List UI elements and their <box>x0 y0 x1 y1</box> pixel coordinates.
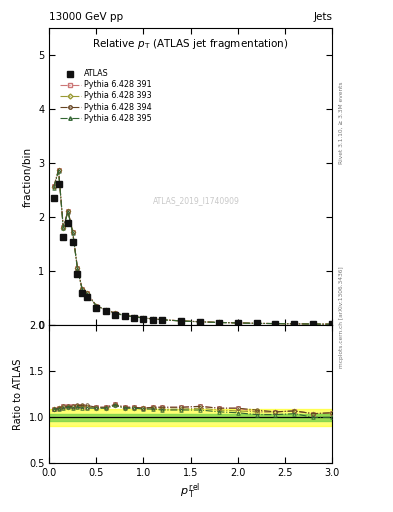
Bar <box>49 409 332 425</box>
Text: 13000 GeV pp: 13000 GeV pp <box>49 11 123 22</box>
Y-axis label: Ratio to ATLAS: Ratio to ATLAS <box>13 359 23 430</box>
Text: ATLAS_2019_I1740909: ATLAS_2019_I1740909 <box>153 196 240 205</box>
Text: Relative $p_{\mathrm{T}}$ (ATLAS jet fragmentation): Relative $p_{\mathrm{T}}$ (ATLAS jet fra… <box>92 37 289 51</box>
Y-axis label: fraction/bin: fraction/bin <box>22 147 33 207</box>
Legend: ATLAS, Pythia 6.428 391, Pythia 6.428 393, Pythia 6.428 394, Pythia 6.428 395: ATLAS, Pythia 6.428 391, Pythia 6.428 39… <box>59 68 153 124</box>
X-axis label: $p_{\rm\,T}^{\rm\,rel}$: $p_{\rm\,T}^{\rm\,rel}$ <box>180 481 201 501</box>
Text: mcplots.cern.ch [arXiv:1306.3436]: mcplots.cern.ch [arXiv:1306.3436] <box>339 267 344 368</box>
Text: Jets: Jets <box>313 11 332 22</box>
Text: Rivet 3.1.10, ≥ 3.3M events: Rivet 3.1.10, ≥ 3.3M events <box>339 81 344 164</box>
Bar <box>49 414 332 421</box>
